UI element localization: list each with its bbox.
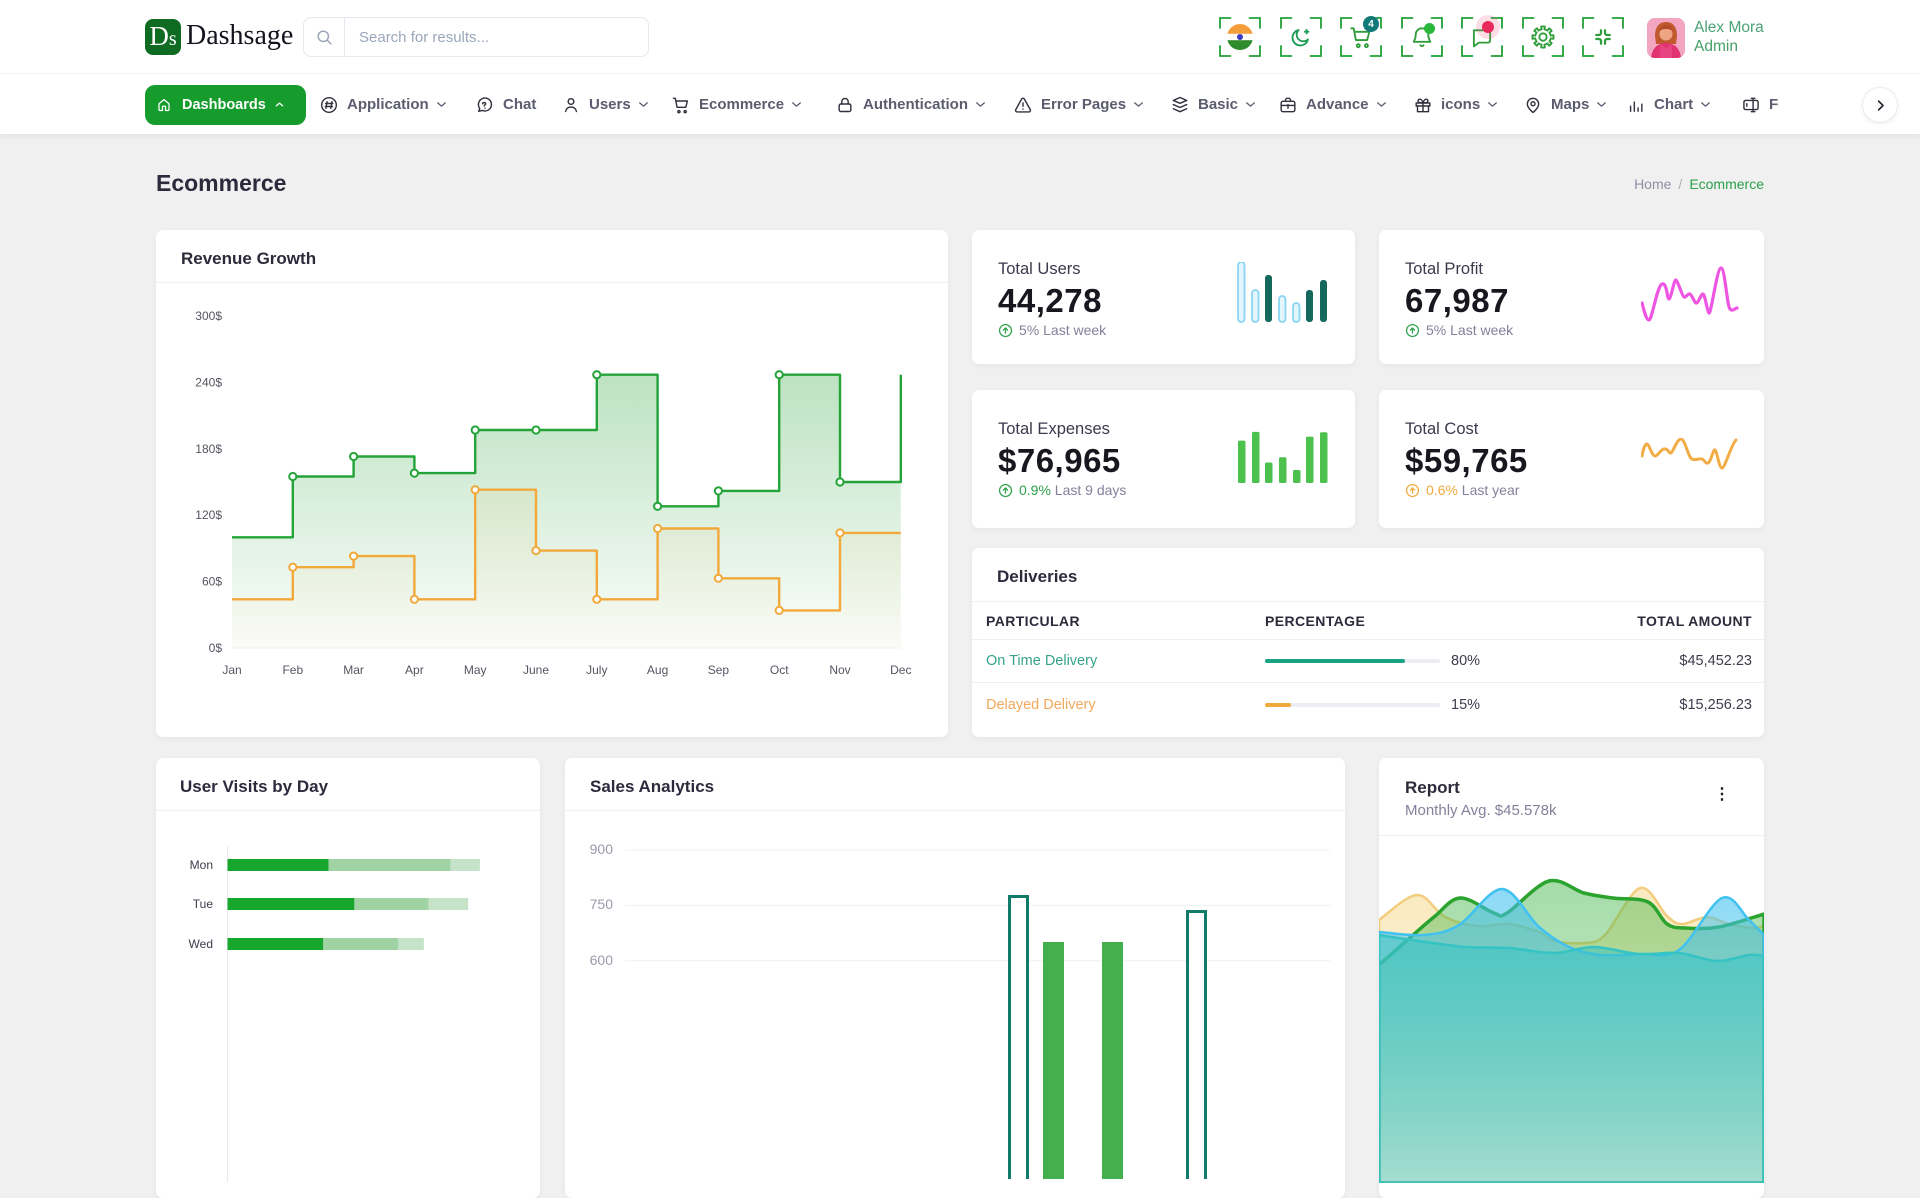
svg-text:Sep: Sep	[708, 663, 730, 677]
svg-text:Mar: Mar	[343, 663, 364, 677]
svg-text:Oct: Oct	[770, 663, 789, 677]
svg-text:Feb: Feb	[282, 663, 303, 677]
svg-text:Dec: Dec	[890, 663, 911, 677]
svg-text:Mon: Mon	[190, 858, 213, 872]
svg-text:120$: 120$	[195, 508, 222, 522]
svg-text:Apr: Apr	[405, 663, 424, 677]
svg-text:240$: 240$	[195, 375, 222, 389]
svg-text:180$: 180$	[195, 442, 222, 456]
svg-text:Nov: Nov	[829, 663, 850, 677]
svg-text:June: June	[523, 663, 549, 677]
svg-text:Tue: Tue	[193, 897, 214, 911]
svg-text:300$: 300$	[195, 309, 222, 323]
svg-text:600: 600	[590, 952, 614, 968]
svg-text:750: 750	[590, 896, 614, 912]
svg-text:Wed: Wed	[189, 937, 213, 951]
svg-text:July: July	[586, 663, 607, 677]
svg-text:Aug: Aug	[647, 663, 668, 677]
svg-text:0$: 0$	[209, 641, 223, 655]
svg-text:900: 900	[590, 841, 614, 857]
svg-text:60$: 60$	[202, 575, 222, 589]
svg-text:May: May	[464, 663, 487, 677]
svg-text:Jan: Jan	[222, 663, 241, 677]
